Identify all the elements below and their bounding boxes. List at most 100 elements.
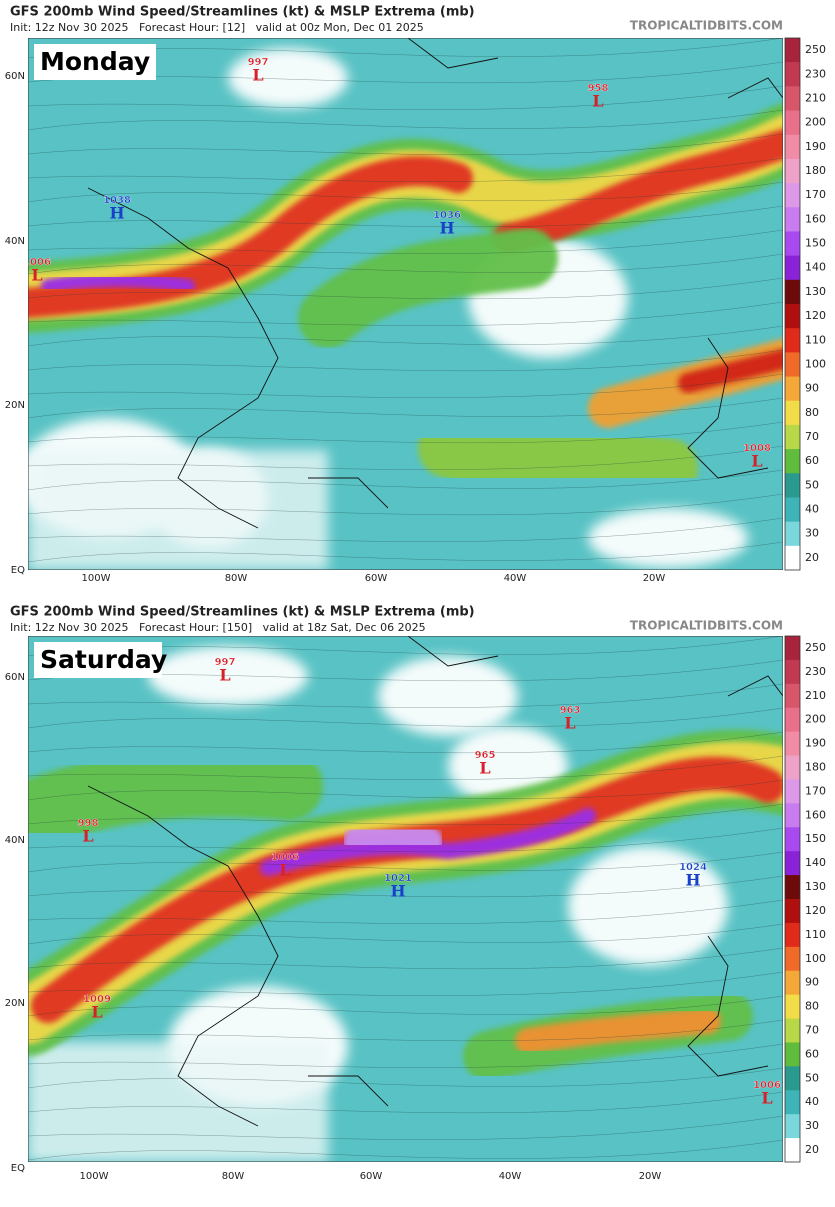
- colorbar-segment: [785, 400, 800, 426]
- pressure-type: L: [564, 714, 575, 733]
- panel-label-box: [34, 44, 156, 80]
- colorbar-segment: [785, 731, 800, 757]
- colorbar-label: 100: [805, 357, 826, 370]
- credit: TROPICALTIDBITS.COM: [630, 19, 783, 33]
- colorbar-label: 100: [805, 952, 826, 965]
- pressure-type: H: [109, 204, 124, 223]
- colorbar-label: 110: [805, 928, 826, 941]
- colorbar-segment: [785, 1066, 800, 1091]
- pressure-type: L: [751, 452, 762, 471]
- panel-label-text: Monday: [40, 47, 150, 76]
- pressure-value: 997: [215, 657, 236, 668]
- streamline: [28, 325, 783, 347]
- colorbar-segment: [785, 279, 800, 305]
- colorbar-segment: [785, 827, 800, 852]
- colorbar-label: 190: [805, 140, 826, 153]
- lon-label: 20W: [639, 1171, 662, 1182]
- lat-label: 40N: [5, 236, 25, 247]
- colorbar-label: 80: [805, 406, 819, 419]
- streamline: [28, 731, 783, 754]
- calm-region: [378, 656, 518, 736]
- colorbar-segment: [785, 1114, 800, 1139]
- colorbar-segment: [785, 922, 800, 948]
- colorbar-label: 110: [805, 333, 826, 346]
- pressure-value: 963: [560, 705, 581, 716]
- coastline: [87, 38, 783, 529]
- streamline: [28, 1043, 783, 1068]
- panel: GFS 200mb Wind Speed/Streamlines (kt) & …: [5, 605, 826, 1183]
- pressure-value: 1021: [384, 873, 412, 884]
- colorbar-label: 20: [805, 551, 819, 564]
- jet-stream: [418, 418, 698, 498]
- jet-stream: [260, 808, 596, 876]
- colorbar-segment: [785, 38, 800, 63]
- colorbar-segment: [785, 158, 800, 184]
- lat-label: 60N: [5, 672, 25, 683]
- pressure-value: 1006: [271, 852, 299, 863]
- wind-field: [28, 636, 783, 1162]
- streamline: [28, 1139, 783, 1161]
- pressure-type: L: [219, 666, 230, 685]
- streamline: [28, 995, 783, 1017]
- colorbar-segment: [785, 86, 800, 112]
- colorbar-segment: [785, 328, 800, 353]
- colorbar-label: 60: [805, 454, 819, 467]
- pressure-value: 1038: [103, 195, 131, 206]
- colorbar-frame: [784, 635, 801, 1163]
- colorbar-segment: [785, 994, 800, 1020]
- lon-label: 60W: [365, 573, 388, 584]
- jet-stream: [28, 128, 783, 318]
- colorbar-segment: [785, 207, 800, 232]
- colorbar-label: 170: [805, 784, 826, 797]
- jet-stream: [28, 747, 323, 851]
- lat-label: EQ: [11, 1163, 25, 1174]
- colorbar-label: 180: [805, 761, 826, 774]
- wind-field: [28, 38, 783, 570]
- colorbar-segment: [785, 449, 800, 474]
- colorbar-segment: [785, 231, 800, 257]
- streamline: [28, 899, 783, 924]
- streamline: [28, 229, 783, 254]
- colorbar-segment: [785, 779, 800, 804]
- colorbar-segment: [785, 875, 800, 900]
- colorbar-segment: [785, 683, 800, 709]
- colorbar-label: 120: [805, 904, 826, 917]
- lat-label: 40N: [5, 835, 25, 846]
- colorbar-segment: [785, 134, 800, 160]
- streamline: [28, 875, 783, 898]
- colorbar-segment: [785, 376, 800, 402]
- pressure-type: L: [31, 266, 42, 285]
- colorbar-label: 200: [805, 116, 826, 129]
- jet-stream: [515, 1008, 721, 1054]
- streamline: [28, 133, 783, 156]
- colorbar-segment: [785, 62, 800, 87]
- streamline: [28, 755, 783, 780]
- lon-label: 20W: [643, 573, 666, 584]
- streamline: [28, 707, 783, 729]
- lon-label: 80W: [225, 573, 248, 584]
- streamline: [28, 181, 783, 203]
- colorbar-segment: [785, 545, 800, 571]
- panel-title: GFS 200mb Wind Speed/Streamlines (kt) & …: [10, 605, 475, 620]
- colorbar-label: 160: [805, 808, 826, 821]
- colorbar-segment: [785, 1138, 800, 1163]
- colorbar-segment: [785, 352, 800, 378]
- colorbar-segment: [785, 473, 800, 498]
- pressure-type: H: [439, 219, 454, 238]
- colorbar-label: 50: [805, 1071, 819, 1084]
- colorbar-segment: [785, 946, 800, 972]
- colorbar-label: 140: [805, 261, 826, 274]
- lat-label: 20N: [5, 998, 25, 1009]
- jet-stream: [343, 818, 443, 856]
- colorbar-frame: [784, 37, 801, 571]
- streamline: [28, 1091, 783, 1114]
